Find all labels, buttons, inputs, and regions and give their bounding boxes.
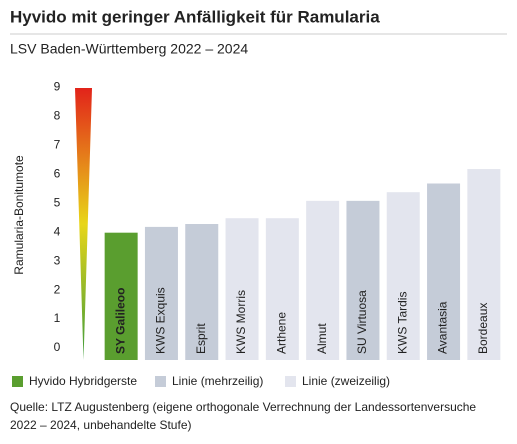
bar xyxy=(185,224,219,360)
legend-label: Hyvido Hybridgerste xyxy=(29,374,137,388)
bar xyxy=(225,218,259,360)
bar xyxy=(306,200,340,360)
bar xyxy=(144,226,178,360)
y-axis-label: Ramularia-Bonitumote xyxy=(12,155,26,275)
bar xyxy=(265,218,299,360)
y-tick-label: 5 xyxy=(54,195,61,209)
bar xyxy=(467,169,501,360)
x-tick-label: Avantasia xyxy=(436,301,450,354)
x-tick-label: Almut xyxy=(315,323,329,354)
legend-label: Linie (mehrzeilig) xyxy=(172,374,263,388)
legend-swatch xyxy=(285,376,296,387)
scale-gradient xyxy=(75,88,92,360)
bar xyxy=(346,200,380,360)
x-tick-label: SY Galileoo xyxy=(113,288,127,354)
y-tick-label: 9 xyxy=(54,80,61,94)
source-note: 2022 – 2024, unbehandelte Stufe) xyxy=(10,418,192,432)
x-tick-label: KWS Tardis xyxy=(395,292,409,354)
bar xyxy=(104,232,138,360)
source-note: Quelle: LTZ Augustenberg (eigene orthogo… xyxy=(10,400,476,414)
bar xyxy=(386,192,420,360)
legend-label: Linie (zweizeilig) xyxy=(302,374,390,388)
y-tick-label: 3 xyxy=(54,253,61,267)
y-tick-label: 7 xyxy=(54,138,61,152)
y-tick-label: 0 xyxy=(54,340,61,354)
x-tick-label: Bordeaux xyxy=(476,303,490,354)
chart-subtitle: LSV Baden-Württemberg 2022 – 2024 xyxy=(10,41,248,57)
y-tick-label: 6 xyxy=(54,167,61,181)
x-tick-label: SU Virtuosa xyxy=(355,290,369,354)
y-tick-label: 2 xyxy=(54,282,61,296)
x-tick-label: Esprit xyxy=(194,323,208,354)
y-tick-label: 1 xyxy=(54,311,61,325)
x-tick-label: Arthene xyxy=(275,312,289,354)
x-tick-label: KWS Morris xyxy=(234,290,248,354)
legend-swatch xyxy=(12,376,23,387)
y-tick-label: 4 xyxy=(54,224,61,238)
x-tick-label: KWS Exquis xyxy=(154,287,168,354)
bar xyxy=(427,183,461,360)
legend-swatch xyxy=(155,376,166,387)
chart-title: Hyvido mit geringer Anfälligkeit für Ram… xyxy=(10,7,380,26)
y-tick-label: 8 xyxy=(54,109,61,123)
